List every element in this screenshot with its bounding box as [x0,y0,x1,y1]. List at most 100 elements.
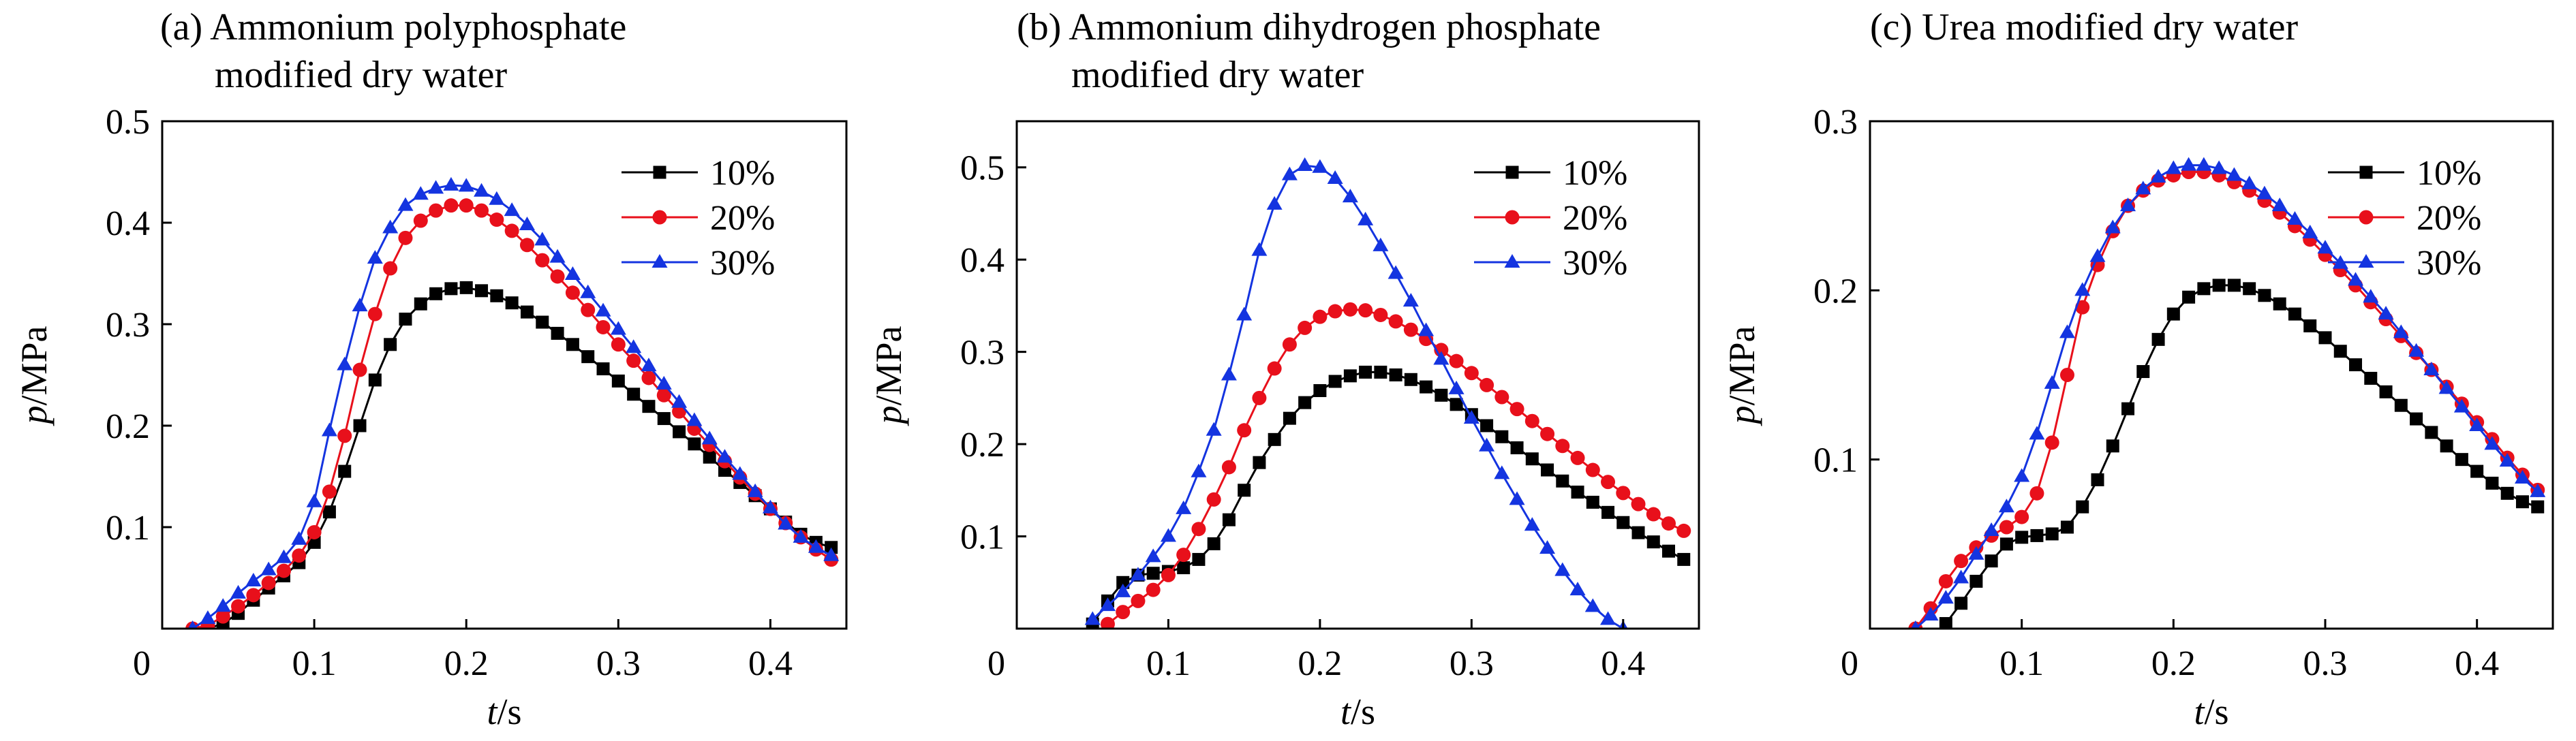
data-point [489,212,504,227]
data-point [2530,483,2546,497]
chart-title-line: modified dry water [1071,54,1364,96]
data-point [732,466,748,480]
data-point [2044,435,2059,450]
data-point [429,203,444,218]
data-point [1191,463,1207,477]
data-point [1084,611,1101,625]
data-point [1099,597,1116,612]
data-point [2484,436,2500,450]
data-point [626,353,641,368]
data-point [2499,453,2515,467]
data-point [641,370,656,385]
data-point [1937,590,1954,604]
data-point [747,483,763,497]
data-point [581,350,595,364]
data-point [1402,293,1419,307]
y-axis-label: p/MPa [1721,326,1762,426]
data-point [2014,509,2029,524]
data-point [1221,366,1237,381]
data-point [367,250,383,264]
data-point [1283,411,1296,425]
data-point [459,281,473,294]
data-point [2151,332,2165,346]
data-point [1343,302,1358,317]
legend-marker [1505,165,1519,179]
data-point [261,576,276,590]
data-point [2212,279,2226,292]
data-point [353,419,367,432]
data-point [1116,605,1131,620]
data-point [1495,430,1509,443]
data-point [2015,531,2029,544]
data-point [1327,170,1343,184]
data-point [1922,607,1939,621]
data-point [1161,567,1176,582]
series-10pct [201,281,838,629]
data-point [1130,567,1146,581]
data-point [688,437,701,451]
data-point [245,572,262,586]
data-point [2196,157,2212,171]
legend-label: 10% [2417,154,2481,193]
data-point [1359,365,1373,379]
data-point [1298,396,1312,409]
y-axis-unit: /MPa [14,326,55,405]
data-point [1953,569,1969,584]
data-point [1253,456,1266,469]
data-point [1358,303,1373,318]
data-point [1389,368,1402,381]
x-axis-label: t/s [487,691,521,732]
data-point [2106,439,2119,453]
data-point [1418,322,1435,336]
data-point [1984,554,1998,568]
data-point [2029,426,2045,440]
data-point [2226,167,2242,181]
data-point [717,449,733,463]
data-point [2243,282,2256,296]
data-point [2410,412,2423,426]
data-point [2393,324,2409,338]
data-point [338,464,352,478]
legend-marker [1505,210,1520,225]
data-point [1222,513,1236,526]
data-point [1525,452,1539,466]
data-point [1569,582,1586,596]
data-point [626,339,642,353]
data-point [1373,237,1389,251]
data-point [275,549,292,563]
data-point [2045,527,2059,541]
chart-panel-b: (b) Ammonium dihydrogen phosphate modifie… [868,6,1700,732]
origin-label: 0 [987,644,1005,683]
data-point [1448,380,1465,394]
data-point [2423,362,2440,376]
origin-label: 0 [133,644,151,683]
data-point [1176,500,1192,514]
data-point [2059,324,2075,338]
data-point [2029,486,2044,501]
data-point [1541,463,1554,477]
x-axis-label: t/s [1340,691,1375,732]
data-point [519,216,535,230]
data-point [1524,517,1540,531]
data-point [2258,289,2271,302]
data-point [2166,307,2180,321]
data-point [1387,265,1404,279]
chart-title-line: (b) Ammonium dihydrogen phosphate [1017,6,1601,48]
data-point [2318,331,2332,345]
data-point [1600,611,1616,625]
data-point [778,516,794,530]
chart-panel-a: (a) Ammonium polyphosphate modified dry w… [14,6,848,732]
data-point [1556,474,1569,488]
y-tick-label: 0.3 [960,334,1005,373]
data-point [2469,417,2485,431]
data-point [1116,576,1130,589]
data-point [1160,528,1176,542]
data-point [1969,574,1983,588]
data-point [1676,523,1691,538]
x-tick-label: 0.2 [444,644,489,683]
data-point [2453,398,2470,413]
data-point [1251,242,1268,256]
data-point [200,610,216,625]
data-point [490,289,504,302]
data-point [429,287,443,300]
